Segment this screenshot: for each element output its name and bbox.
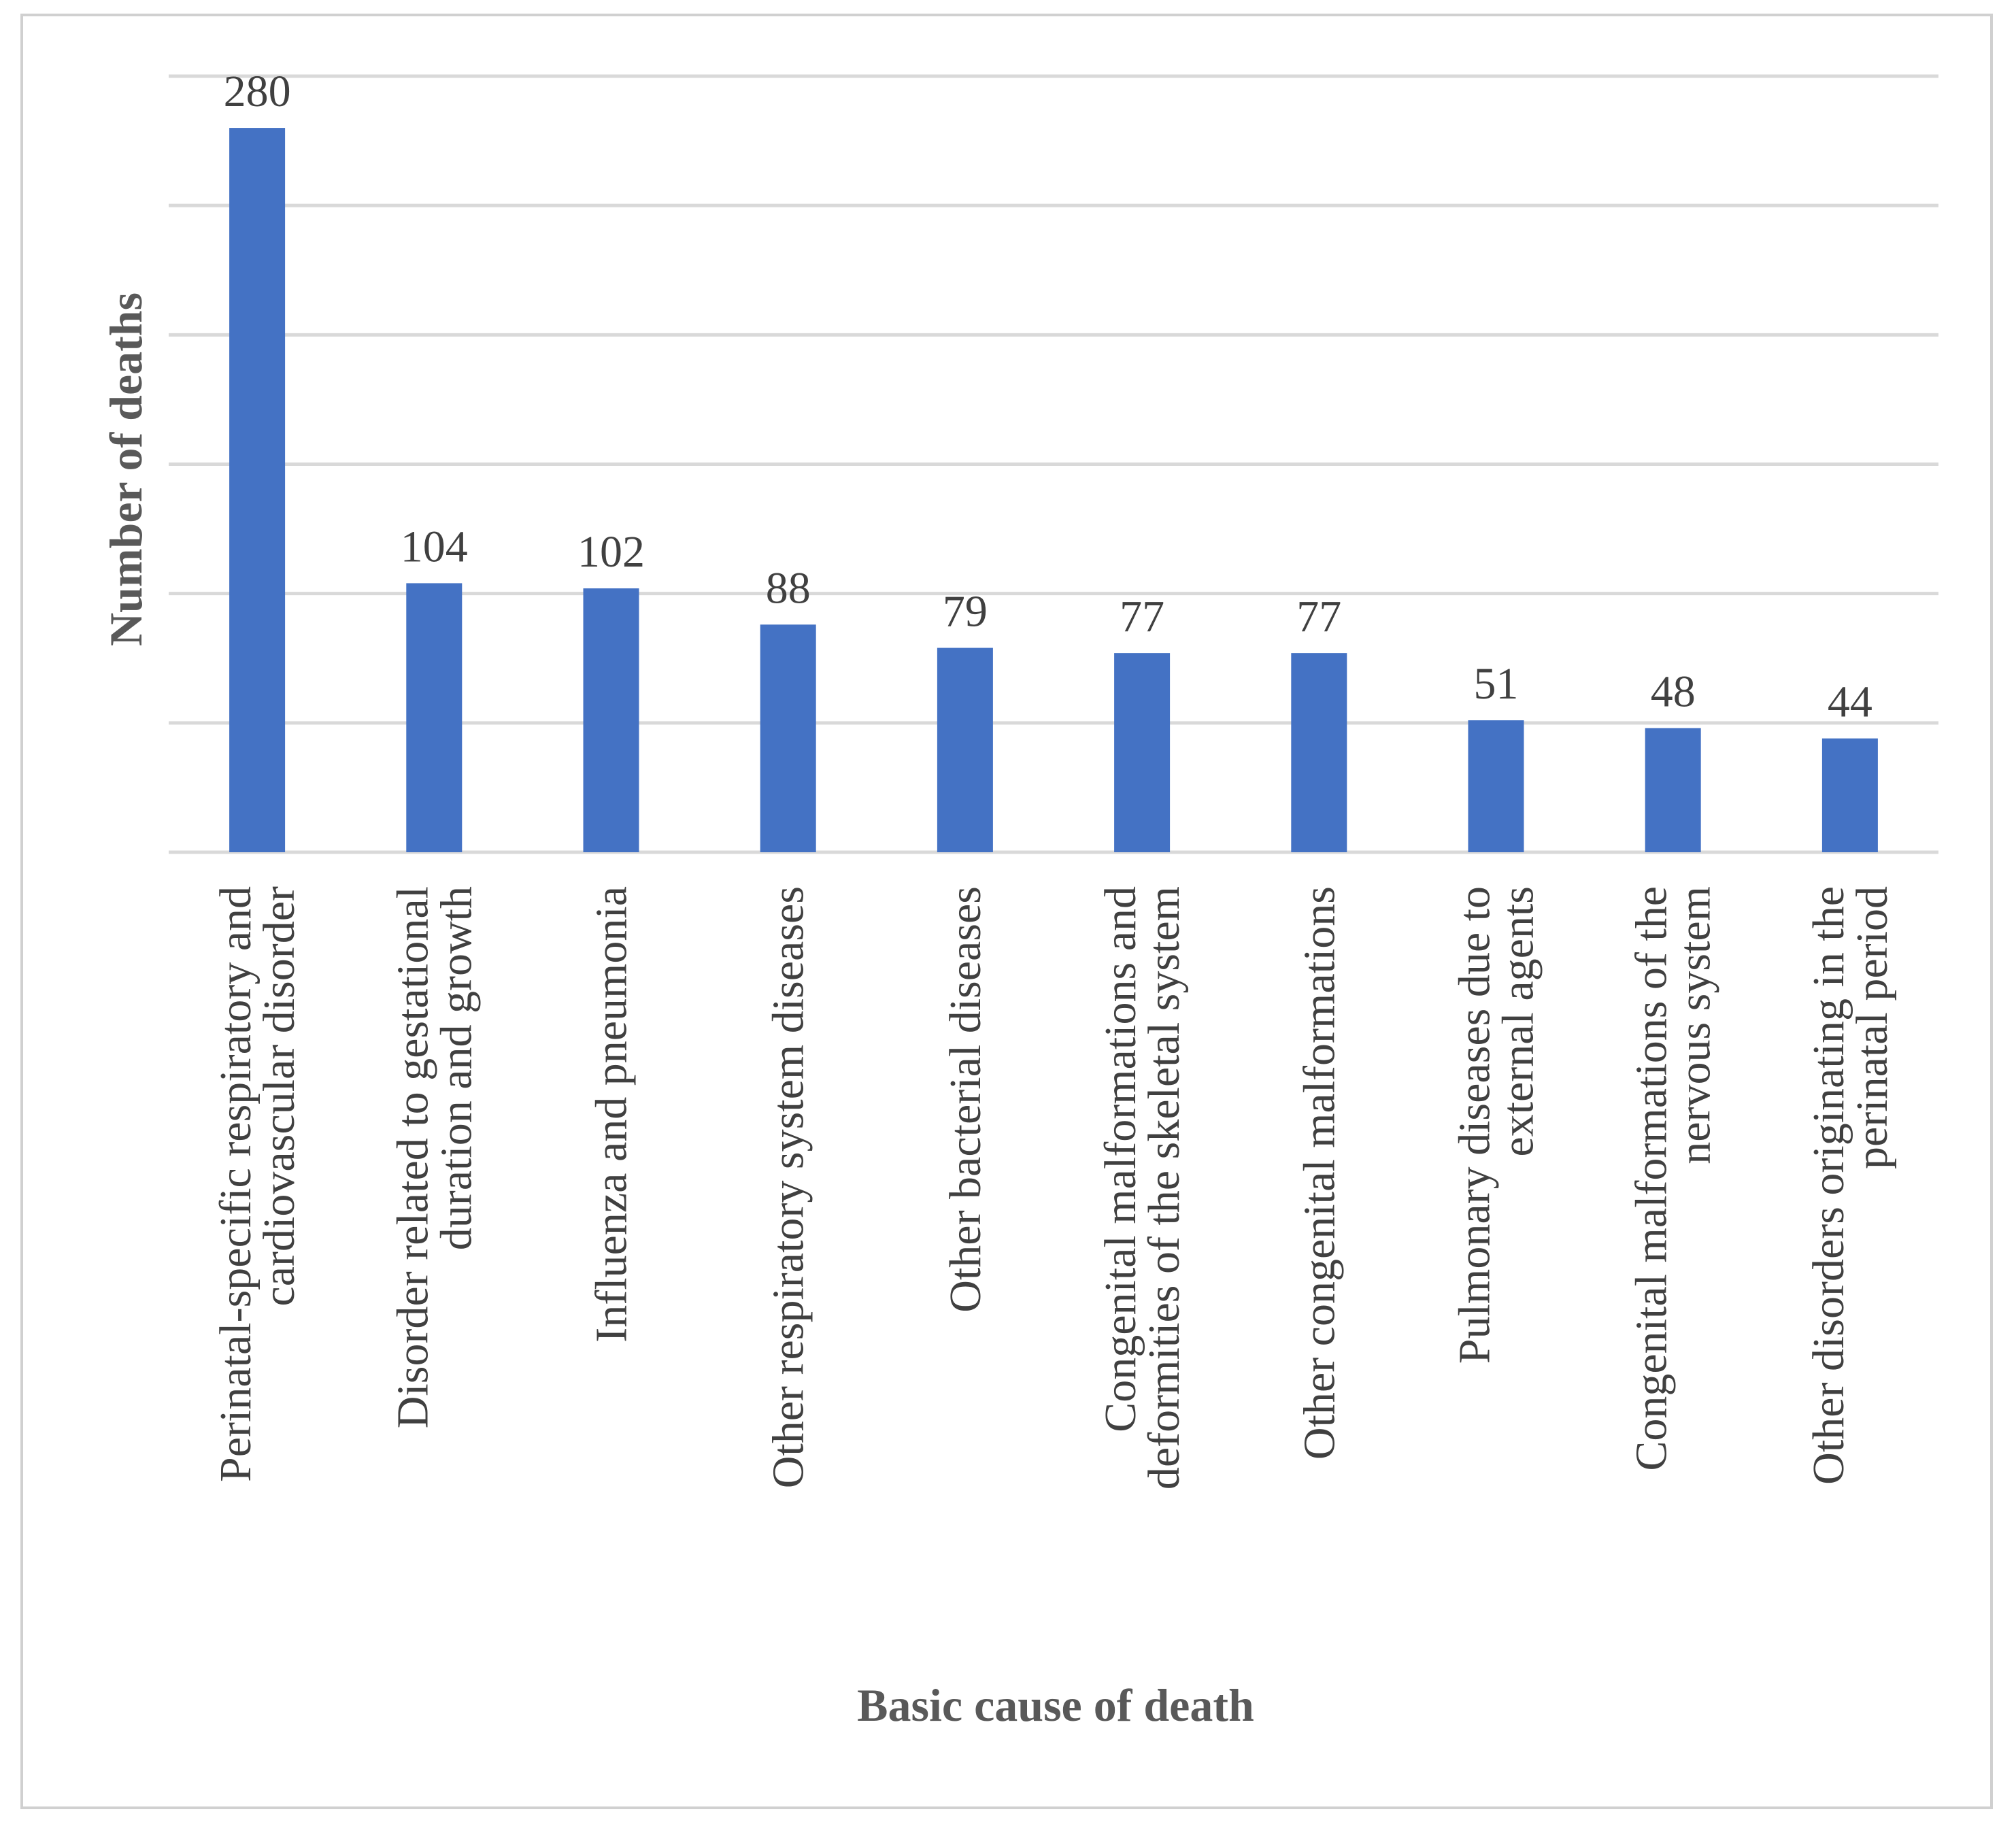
bar [1821, 738, 1878, 852]
data-label: 48 [1651, 667, 1696, 716]
data-label: 79 [943, 587, 988, 637]
bar [583, 588, 639, 852]
category-tick-label: Disorder related to gestationalduration … [388, 886, 481, 1428]
category-tick-label: Other disorders originating in theperina… [1804, 886, 1897, 1485]
data-label: 51 [1474, 659, 1519, 709]
category-tick-label-line: Perinatal-specific respiratory and [211, 886, 261, 1482]
category-tick-label-line: cardiovascular disorder [254, 886, 304, 1307]
bar [1291, 653, 1347, 852]
category-tick-label-line: Other disorders originating in the [1804, 886, 1853, 1485]
category-tick-label-line: nervous system [1670, 886, 1720, 1164]
data-label: 44 [1828, 677, 1872, 727]
x-axis-title: Basic cause of death [857, 1679, 1254, 1731]
category-tick-labels: Perinatal-specific respiratory andcardio… [211, 886, 1897, 1490]
data-label: 77 [1120, 592, 1164, 641]
category-tick-label-line: duration and growth [431, 886, 481, 1250]
category-tick-label: Other congenital malformations [1294, 886, 1344, 1460]
bar [1645, 728, 1701, 852]
category-tick-label: Influenza and pneumonia [587, 886, 637, 1343]
category-tick-label: Perinatal-specific respiratory andcardio… [211, 886, 304, 1482]
category-tick-label-line: external agents [1494, 886, 1543, 1157]
data-labels: 280 104 102 88 79 77 77 51 48 44 [224, 67, 1872, 727]
category-tick-label-line: perinatal period [1847, 886, 1897, 1169]
category-tick-label-line: Disorder related to gestational [388, 886, 437, 1428]
bars [229, 128, 1878, 853]
category-tick-label: Other respiratory system diseases [764, 886, 813, 1488]
chart-frame [20, 14, 1993, 1809]
category-tick-label-line: Pulmonary diseases due to [1450, 886, 1500, 1364]
bar [760, 624, 816, 852]
bar [1114, 653, 1171, 852]
data-label: 77 [1296, 592, 1341, 641]
gridlines [169, 74, 1938, 854]
category-tick-label-line: Other bacterial diseases [941, 886, 990, 1313]
category-tick-label-line: Congenital malformations and [1096, 886, 1145, 1432]
category-tick-label-line: Other respiratory system diseases [764, 886, 813, 1488]
bar [1468, 720, 1524, 852]
data-label: 104 [401, 522, 468, 571]
data-label: 88 [766, 563, 811, 613]
category-tick-label-line: Influenza and pneumonia [587, 886, 637, 1343]
category-tick-label: Other bacterial diseases [941, 886, 990, 1313]
category-tick-label-line: Other congenital malformations [1294, 886, 1344, 1460]
data-label: 102 [577, 527, 645, 577]
bar [229, 128, 286, 853]
category-tick-label-line: deformities of the skeletal system [1139, 886, 1189, 1490]
bar [937, 648, 993, 852]
y-axis-title: Number of deaths [100, 292, 152, 646]
category-tick-label-line: Congenital malformations of the [1627, 886, 1677, 1471]
category-tick-label: Congenital malformations anddeformities … [1096, 886, 1189, 1490]
data-label: 280 [224, 67, 291, 116]
bar [406, 583, 463, 852]
